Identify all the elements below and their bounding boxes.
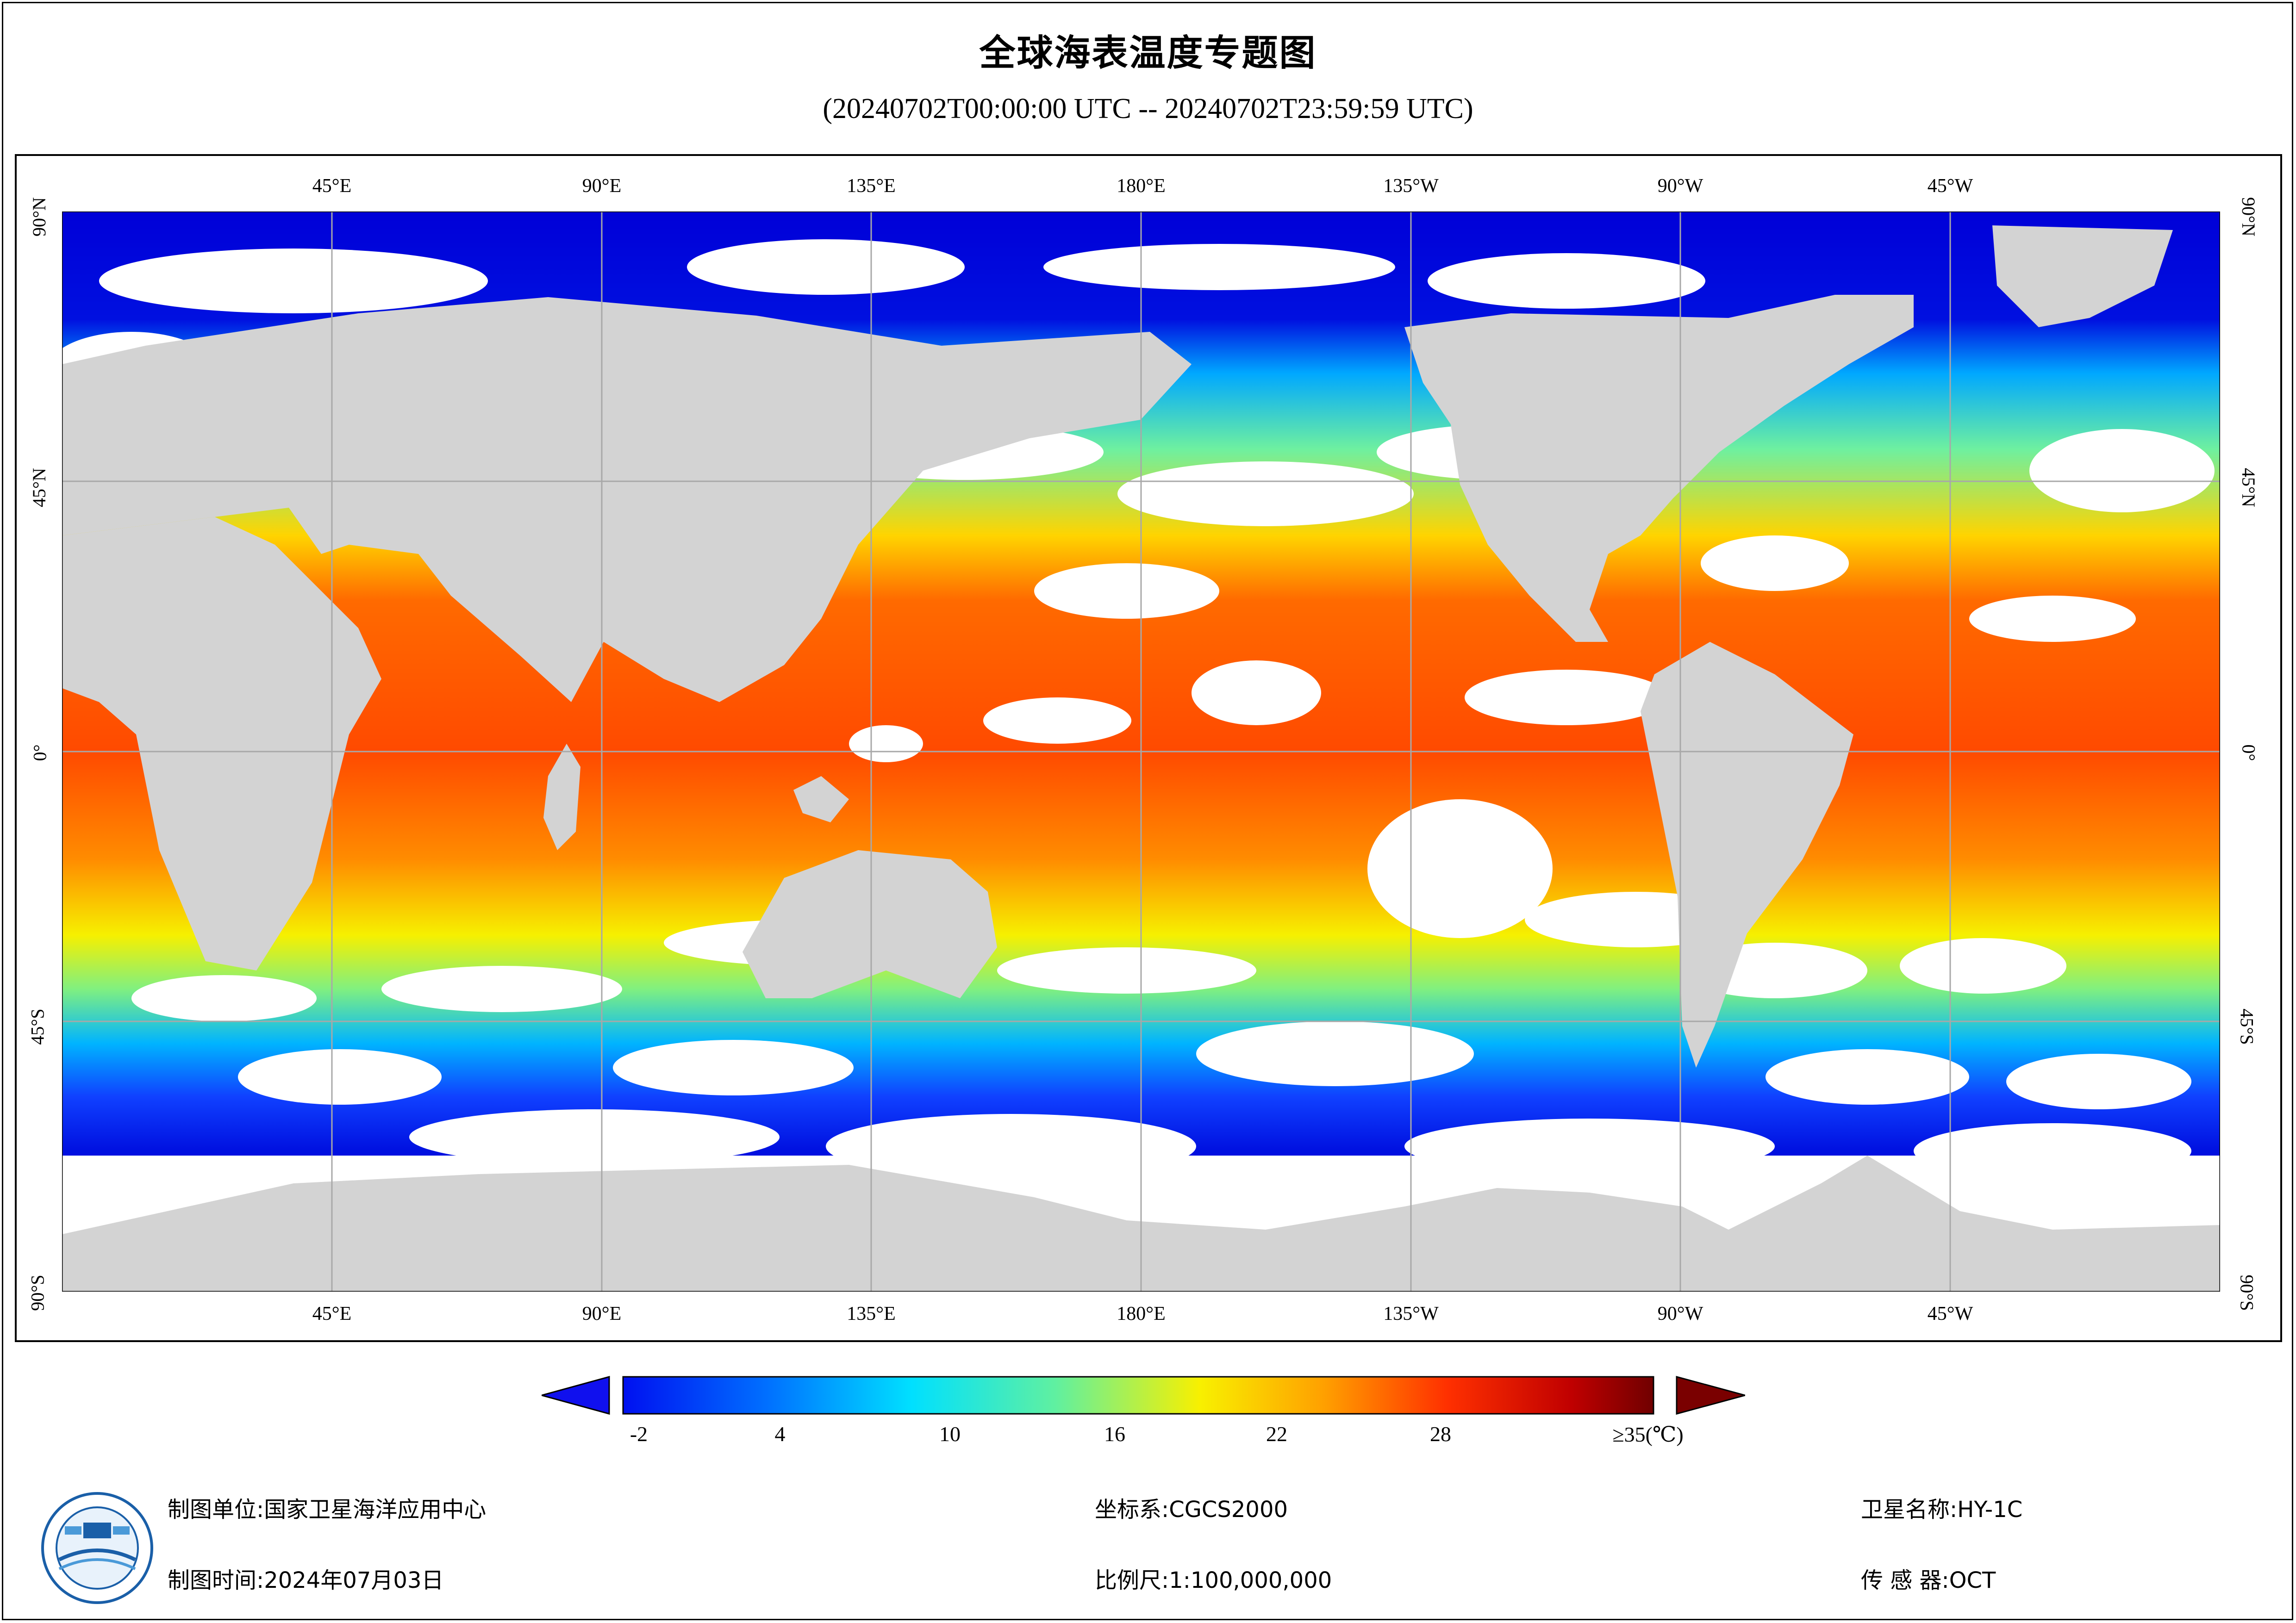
lon-label-bottom: 135°E: [847, 1303, 896, 1325]
producer-info: 制图单位:国家卫星海洋应用中心: [168, 1497, 487, 1523]
lat-label-right: 45°N: [2238, 468, 2259, 507]
colorbar-ramp: [622, 1376, 1654, 1415]
lon-label-bottom: 90°E: [582, 1303, 622, 1325]
nsoas-logo-icon: [41, 1492, 153, 1604]
satellite-info: 卫星名称:HY-1C: [1861, 1497, 2023, 1523]
lat-label-left: 90°N: [28, 197, 50, 236]
map-frame: [15, 154, 2282, 1342]
lon-label-bottom: 90°W: [1657, 1303, 1703, 1325]
lon-label-bottom: 180°E: [1117, 1303, 1166, 1325]
colorbar-tick-label: -2: [630, 1422, 648, 1446]
coordinate-system-info: 坐标系:CGCS2000: [1095, 1497, 1288, 1523]
lon-label-top: 135°E: [847, 175, 896, 197]
lon-label-bottom: 45°W: [1927, 1303, 1973, 1325]
sensor-info: 传 感 器:OCT: [1861, 1567, 1996, 1593]
colorbar-tick-label: 22: [1266, 1422, 1287, 1446]
lat-label-right: 45°S: [2236, 1008, 2258, 1045]
lon-label-top: 90°E: [582, 175, 622, 197]
lon-label-top: 135°W: [1383, 175, 1439, 197]
page-title: 全球海表温度专题图: [979, 32, 1317, 74]
lon-label-bottom: 45°E: [312, 1303, 352, 1325]
sst-map[interactable]: [62, 211, 2220, 1292]
colorbar-under-arrow: [542, 1376, 610, 1415]
graticule: [62, 211, 2220, 1292]
colorbar-tick-label: 28: [1430, 1422, 1451, 1446]
colorbar-tick-label: 10: [939, 1422, 961, 1446]
production-date-info: 制图时间:2024年07月03日: [168, 1567, 444, 1593]
colorbar-over-arrow: [1676, 1376, 1745, 1415]
colorbar-tick-label: 4: [774, 1422, 786, 1446]
lon-label-top: 90°W: [1657, 175, 1703, 197]
lon-label-bottom: 135°W: [1383, 1303, 1439, 1325]
lat-label-left: 0°: [29, 744, 50, 761]
lat-label-right: 0°: [2238, 744, 2259, 761]
lat-label-left: 45°S: [27, 1008, 48, 1045]
lon-label-top: 180°E: [1117, 175, 1166, 197]
lat-label-right: 90°S: [2236, 1275, 2258, 1311]
lat-label-right: 90°N: [2238, 197, 2259, 236]
lat-label-left: 45°N: [28, 468, 50, 507]
lon-label-top: 45°E: [312, 175, 352, 197]
lat-label-left: 90°S: [27, 1275, 48, 1311]
colorbar-tick-label: 16: [1104, 1422, 1125, 1446]
time-range-subtitle: (20240702T00:00:00 UTC -- 20240702T23:59…: [823, 93, 1473, 124]
temperature-colorbar: [542, 1376, 1745, 1415]
lon-label-top: 45°W: [1927, 175, 1973, 197]
colorbar-tick-label: ≥35(℃): [1612, 1423, 1684, 1446]
scale-info: 比例尺:1:100,000,000: [1095, 1567, 1332, 1593]
